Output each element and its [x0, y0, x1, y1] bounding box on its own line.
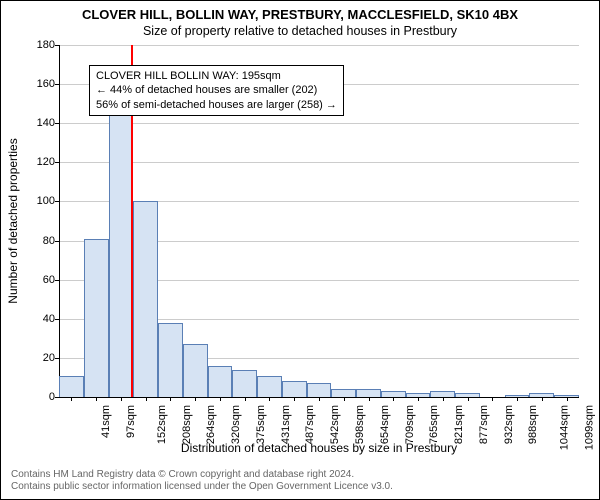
title-secondary: Size of property relative to detached ho…	[9, 24, 591, 38]
y-tick-label: 40	[43, 313, 55, 325]
x-tick-mark	[71, 397, 72, 401]
histogram-bar	[84, 239, 109, 397]
x-tick-label: 821sqm	[453, 405, 465, 444]
x-tick-label: 1044sqm	[558, 405, 570, 450]
histogram-bar	[307, 383, 332, 397]
chart-area: Number of detached properties 0204060801…	[59, 45, 579, 397]
x-tick-mark	[121, 397, 122, 401]
x-tick-mark	[344, 397, 345, 401]
x-tick-label: 1099sqm	[583, 405, 595, 450]
x-tick-label: 41sqm	[100, 405, 112, 438]
x-tick-mark	[418, 397, 419, 401]
histogram-bar	[158, 323, 183, 397]
histogram-bar	[232, 370, 257, 397]
y-axis-label: Number of detached properties	[6, 138, 20, 303]
x-tick-label: 320sqm	[230, 405, 242, 444]
info-box-line: ← 44% of detached houses are smaller (20…	[96, 83, 337, 97]
gridline	[59, 123, 579, 124]
histogram-bar	[257, 376, 282, 398]
x-tick-mark	[492, 397, 493, 401]
x-tick-mark	[393, 397, 394, 401]
info-box-line: 56% of semi-detached houses are larger (…	[96, 98, 337, 112]
x-tick-mark	[517, 397, 518, 401]
x-tick-label: 709sqm	[404, 405, 416, 444]
x-tick-label: 208sqm	[181, 405, 193, 444]
x-tick-label: 431sqm	[280, 405, 292, 444]
x-tick-mark	[319, 397, 320, 401]
y-tick-label: 20	[43, 352, 55, 364]
gridline	[59, 162, 579, 163]
y-tick-label: 80	[43, 235, 55, 247]
y-tick-label: 120	[37, 156, 55, 168]
x-tick-mark	[369, 397, 370, 401]
histogram-bar	[282, 381, 307, 397]
x-tick-label: 152sqm	[156, 405, 168, 444]
x-tick-mark	[542, 397, 543, 401]
x-tick-mark	[170, 397, 171, 401]
x-tick-label: 487sqm	[305, 405, 317, 444]
info-box: CLOVER HILL BOLLIN WAY: 195sqm← 44% of d…	[89, 65, 344, 116]
histogram-bar	[133, 201, 158, 397]
x-tick-mark	[220, 397, 221, 401]
histogram-bar	[331, 389, 356, 397]
y-tick-label: 180	[37, 39, 55, 51]
x-tick-mark	[245, 397, 246, 401]
x-axis-label: Distribution of detached houses by size …	[181, 441, 457, 455]
x-tick-label: 765sqm	[428, 405, 440, 444]
y-axis-line	[59, 45, 60, 397]
x-tick-mark	[294, 397, 295, 401]
plot-region: 02040608010012014016018041sqm97sqm152sqm…	[59, 45, 579, 397]
x-tick-label: 877sqm	[478, 405, 490, 444]
x-tick-mark	[269, 397, 270, 401]
x-tick-mark	[96, 397, 97, 401]
x-tick-mark	[443, 397, 444, 401]
info-box-line: CLOVER HILL BOLLIN WAY: 195sqm	[96, 69, 337, 83]
x-tick-label: 988sqm	[527, 405, 539, 444]
histogram-bar	[356, 389, 381, 397]
title-primary: CLOVER HILL, BOLLIN WAY, PRESTBURY, MACC…	[9, 7, 591, 22]
y-tick-label: 140	[37, 117, 55, 129]
x-tick-label: 932sqm	[503, 405, 515, 444]
x-tick-mark	[195, 397, 196, 401]
x-tick-mark	[567, 397, 568, 401]
attribution-text: Contains HM Land Registry data © Crown c…	[11, 469, 393, 493]
x-tick-label: 375sqm	[255, 405, 267, 444]
x-tick-label: 264sqm	[206, 405, 218, 444]
histogram-bar	[109, 108, 134, 397]
histogram-bar	[183, 344, 208, 397]
x-tick-label: 542sqm	[329, 405, 341, 444]
gridline	[59, 45, 579, 46]
histogram-bar	[59, 376, 84, 398]
x-tick-mark	[468, 397, 469, 401]
chart-container: CLOVER HILL, BOLLIN WAY, PRESTBURY, MACC…	[0, 0, 600, 500]
attribution-line: Contains HM Land Registry data © Crown c…	[11, 469, 393, 481]
x-tick-label: 97sqm	[125, 405, 137, 438]
y-tick-label: 100	[37, 195, 55, 207]
histogram-bar	[208, 366, 233, 397]
attribution-line: Contains public sector information licen…	[11, 481, 393, 493]
x-tick-mark	[146, 397, 147, 401]
y-tick-label: 60	[43, 274, 55, 286]
x-tick-label: 654sqm	[379, 405, 391, 444]
x-tick-label: 598sqm	[354, 405, 366, 444]
y-tick-label: 160	[37, 78, 55, 90]
